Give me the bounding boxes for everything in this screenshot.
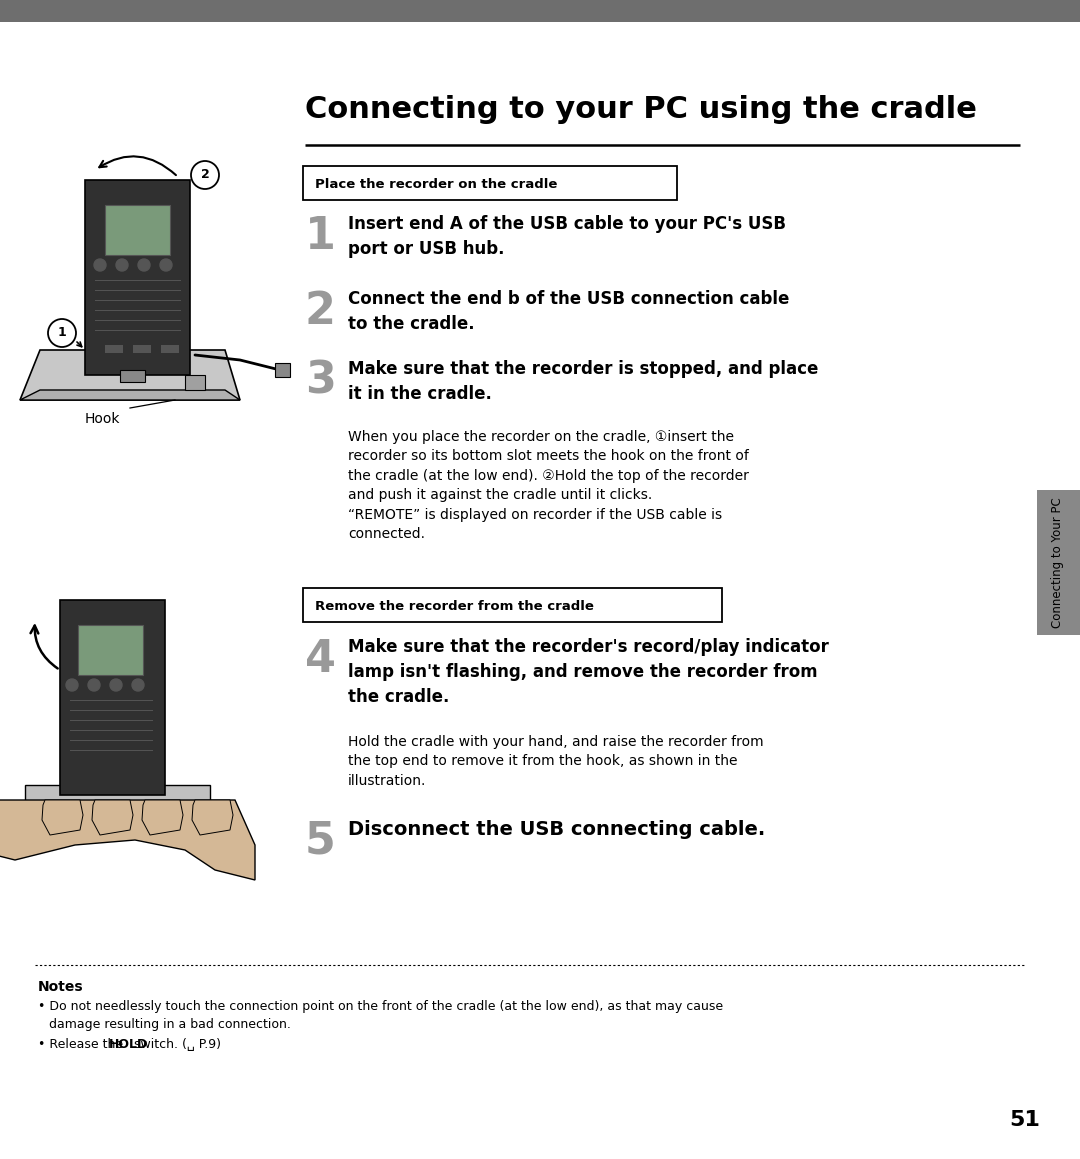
Polygon shape	[21, 389, 240, 400]
Text: Disconnect the USB connecting cable.: Disconnect the USB connecting cable.	[348, 821, 766, 839]
Bar	[120, 370, 145, 382]
Bar	[78, 625, 143, 675]
Bar	[0, 0, 1080, 22]
Text: Connect the end b of the USB connection cable
to the cradle.: Connect the end b of the USB connection …	[348, 290, 789, 333]
Circle shape	[94, 258, 106, 271]
Text: When you place the recorder on the cradle, ①insert the
recorder so its bottom sl: When you place the recorder on the cradl…	[348, 430, 748, 541]
Text: 2: 2	[305, 290, 336, 333]
Bar	[105, 205, 170, 255]
Text: 1: 1	[57, 327, 66, 340]
Polygon shape	[185, 376, 205, 389]
Text: 2: 2	[201, 168, 210, 182]
Circle shape	[110, 679, 122, 691]
Bar	[105, 345, 123, 353]
FancyBboxPatch shape	[303, 166, 677, 201]
Text: Connecting to Your PC: Connecting to Your PC	[1052, 497, 1065, 628]
Text: HOLD: HOLD	[109, 1038, 148, 1051]
Circle shape	[116, 258, 129, 271]
Circle shape	[132, 679, 144, 691]
Text: Hold the cradle with your hand, and raise the recorder from
the top end to remov: Hold the cradle with your hand, and rais…	[348, 735, 764, 788]
Text: 51: 51	[1009, 1110, 1040, 1130]
Polygon shape	[21, 350, 240, 400]
Text: damage resulting in a bad connection.: damage resulting in a bad connection.	[49, 1018, 291, 1032]
Polygon shape	[141, 800, 183, 834]
Text: 1: 1	[305, 216, 336, 258]
Text: • Release the: • Release the	[38, 1038, 127, 1051]
Text: Hook: Hook	[85, 411, 121, 427]
Polygon shape	[60, 600, 165, 795]
Text: Place the recorder on the cradle: Place the recorder on the cradle	[315, 177, 557, 190]
Circle shape	[87, 679, 100, 691]
Text: Connecting to your PC using the cradle: Connecting to your PC using the cradle	[305, 95, 977, 124]
Text: 5: 5	[305, 821, 336, 863]
Text: Make sure that the recorder's record/play indicator
lamp isn't flashing, and rem: Make sure that the recorder's record/pla…	[348, 637, 828, 706]
Circle shape	[138, 258, 150, 271]
Polygon shape	[85, 180, 190, 376]
Bar	[161, 345, 179, 353]
FancyBboxPatch shape	[303, 588, 723, 622]
Text: • Do not needlessly touch the connection point on the front of the cradle (at th: • Do not needlessly touch the connection…	[38, 1000, 724, 1013]
Polygon shape	[0, 800, 255, 880]
Circle shape	[66, 679, 78, 691]
Circle shape	[160, 258, 172, 271]
Text: Make sure that the recorder is stopped, and place
it in the cradle.: Make sure that the recorder is stopped, …	[348, 360, 819, 403]
Bar	[133, 345, 151, 353]
Text: Remove the recorder from the cradle: Remove the recorder from the cradle	[315, 599, 594, 612]
Text: 4: 4	[305, 637, 336, 681]
Text: 3: 3	[305, 360, 336, 403]
Bar	[275, 363, 291, 377]
Polygon shape	[42, 800, 83, 834]
Polygon shape	[192, 800, 233, 834]
Text: switch. (␣ P.9): switch. (␣ P.9)	[130, 1038, 221, 1051]
Text: Insert end A of the USB cable to your PC's USB
port or USB hub.: Insert end A of the USB cable to your PC…	[348, 216, 786, 258]
Polygon shape	[92, 800, 133, 834]
Bar	[25, 785, 210, 806]
Bar	[1037, 490, 1080, 635]
Text: Notes: Notes	[38, 981, 83, 994]
